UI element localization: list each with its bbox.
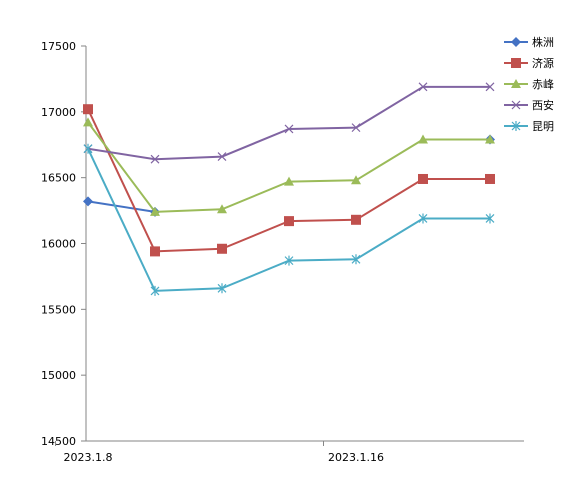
data-point	[284, 255, 294, 266]
data-point	[418, 173, 428, 184]
series-layer	[83, 82, 495, 296]
y-tick-label: 17500	[41, 40, 76, 53]
series-5	[83, 143, 495, 296]
series-2	[83, 104, 495, 257]
legend-item: 株洲	[504, 35, 554, 49]
data-point	[83, 196, 93, 207]
legend-label: 西安	[532, 98, 554, 112]
data-point	[217, 204, 227, 214]
y-tick-label: 16500	[41, 172, 76, 185]
data-point	[150, 154, 160, 164]
legend-item: 济源	[504, 56, 554, 70]
y-tick-label: 15500	[41, 303, 76, 316]
series-1	[83, 134, 495, 217]
legend-marker	[511, 58, 521, 68]
series-4	[83, 82, 495, 164]
data-point	[418, 134, 428, 144]
data-point	[150, 206, 160, 216]
legend-marker	[511, 100, 521, 110]
data-point	[284, 176, 294, 186]
y-tick-label: 14500	[41, 435, 76, 448]
legend-marker	[511, 79, 521, 88]
data-point	[351, 214, 361, 225]
x-tick-label: 2023.1.8	[64, 451, 113, 464]
data-point	[217, 283, 227, 294]
data-point	[83, 104, 93, 115]
data-point	[485, 82, 495, 92]
y-tick-label: 16000	[41, 238, 76, 251]
series-line	[87, 85, 490, 161]
legend-label: 昆明	[532, 120, 554, 133]
legend-item: 昆明	[504, 120, 554, 133]
data-point	[351, 175, 361, 185]
data-point	[217, 243, 227, 254]
data-point	[485, 213, 495, 224]
series-line	[87, 121, 490, 213]
x-tick-label: 2023.1.16	[328, 451, 384, 464]
data-point	[284, 124, 294, 134]
data-point	[83, 143, 93, 154]
data-point	[150, 285, 160, 296]
legend-label: 赤峰	[532, 78, 554, 91]
y-tick-label: 15000	[41, 369, 76, 382]
data-point	[284, 216, 294, 227]
legend-marker	[511, 37, 521, 47]
series-3	[83, 117, 495, 216]
legend-marker	[511, 121, 521, 131]
data-point	[418, 213, 428, 224]
legend-item: 西安	[504, 98, 554, 112]
series-line	[88, 139, 490, 211]
data-point	[351, 254, 361, 265]
axes: 14500 15000 15500 16000 16500 17000 17500 2023.…	[41, 40, 524, 464]
data-point	[351, 123, 361, 133]
data-point	[485, 173, 495, 184]
legend-item: 赤峰	[504, 78, 554, 91]
legend-label: 济源	[532, 56, 554, 70]
legend-label: 株洲	[532, 35, 554, 49]
y-tick-label: 17000	[41, 106, 76, 119]
data-point	[418, 82, 428, 92]
data-point	[83, 117, 93, 127]
data-point	[150, 246, 160, 257]
data-point	[485, 134, 495, 144]
data-point	[217, 152, 227, 162]
